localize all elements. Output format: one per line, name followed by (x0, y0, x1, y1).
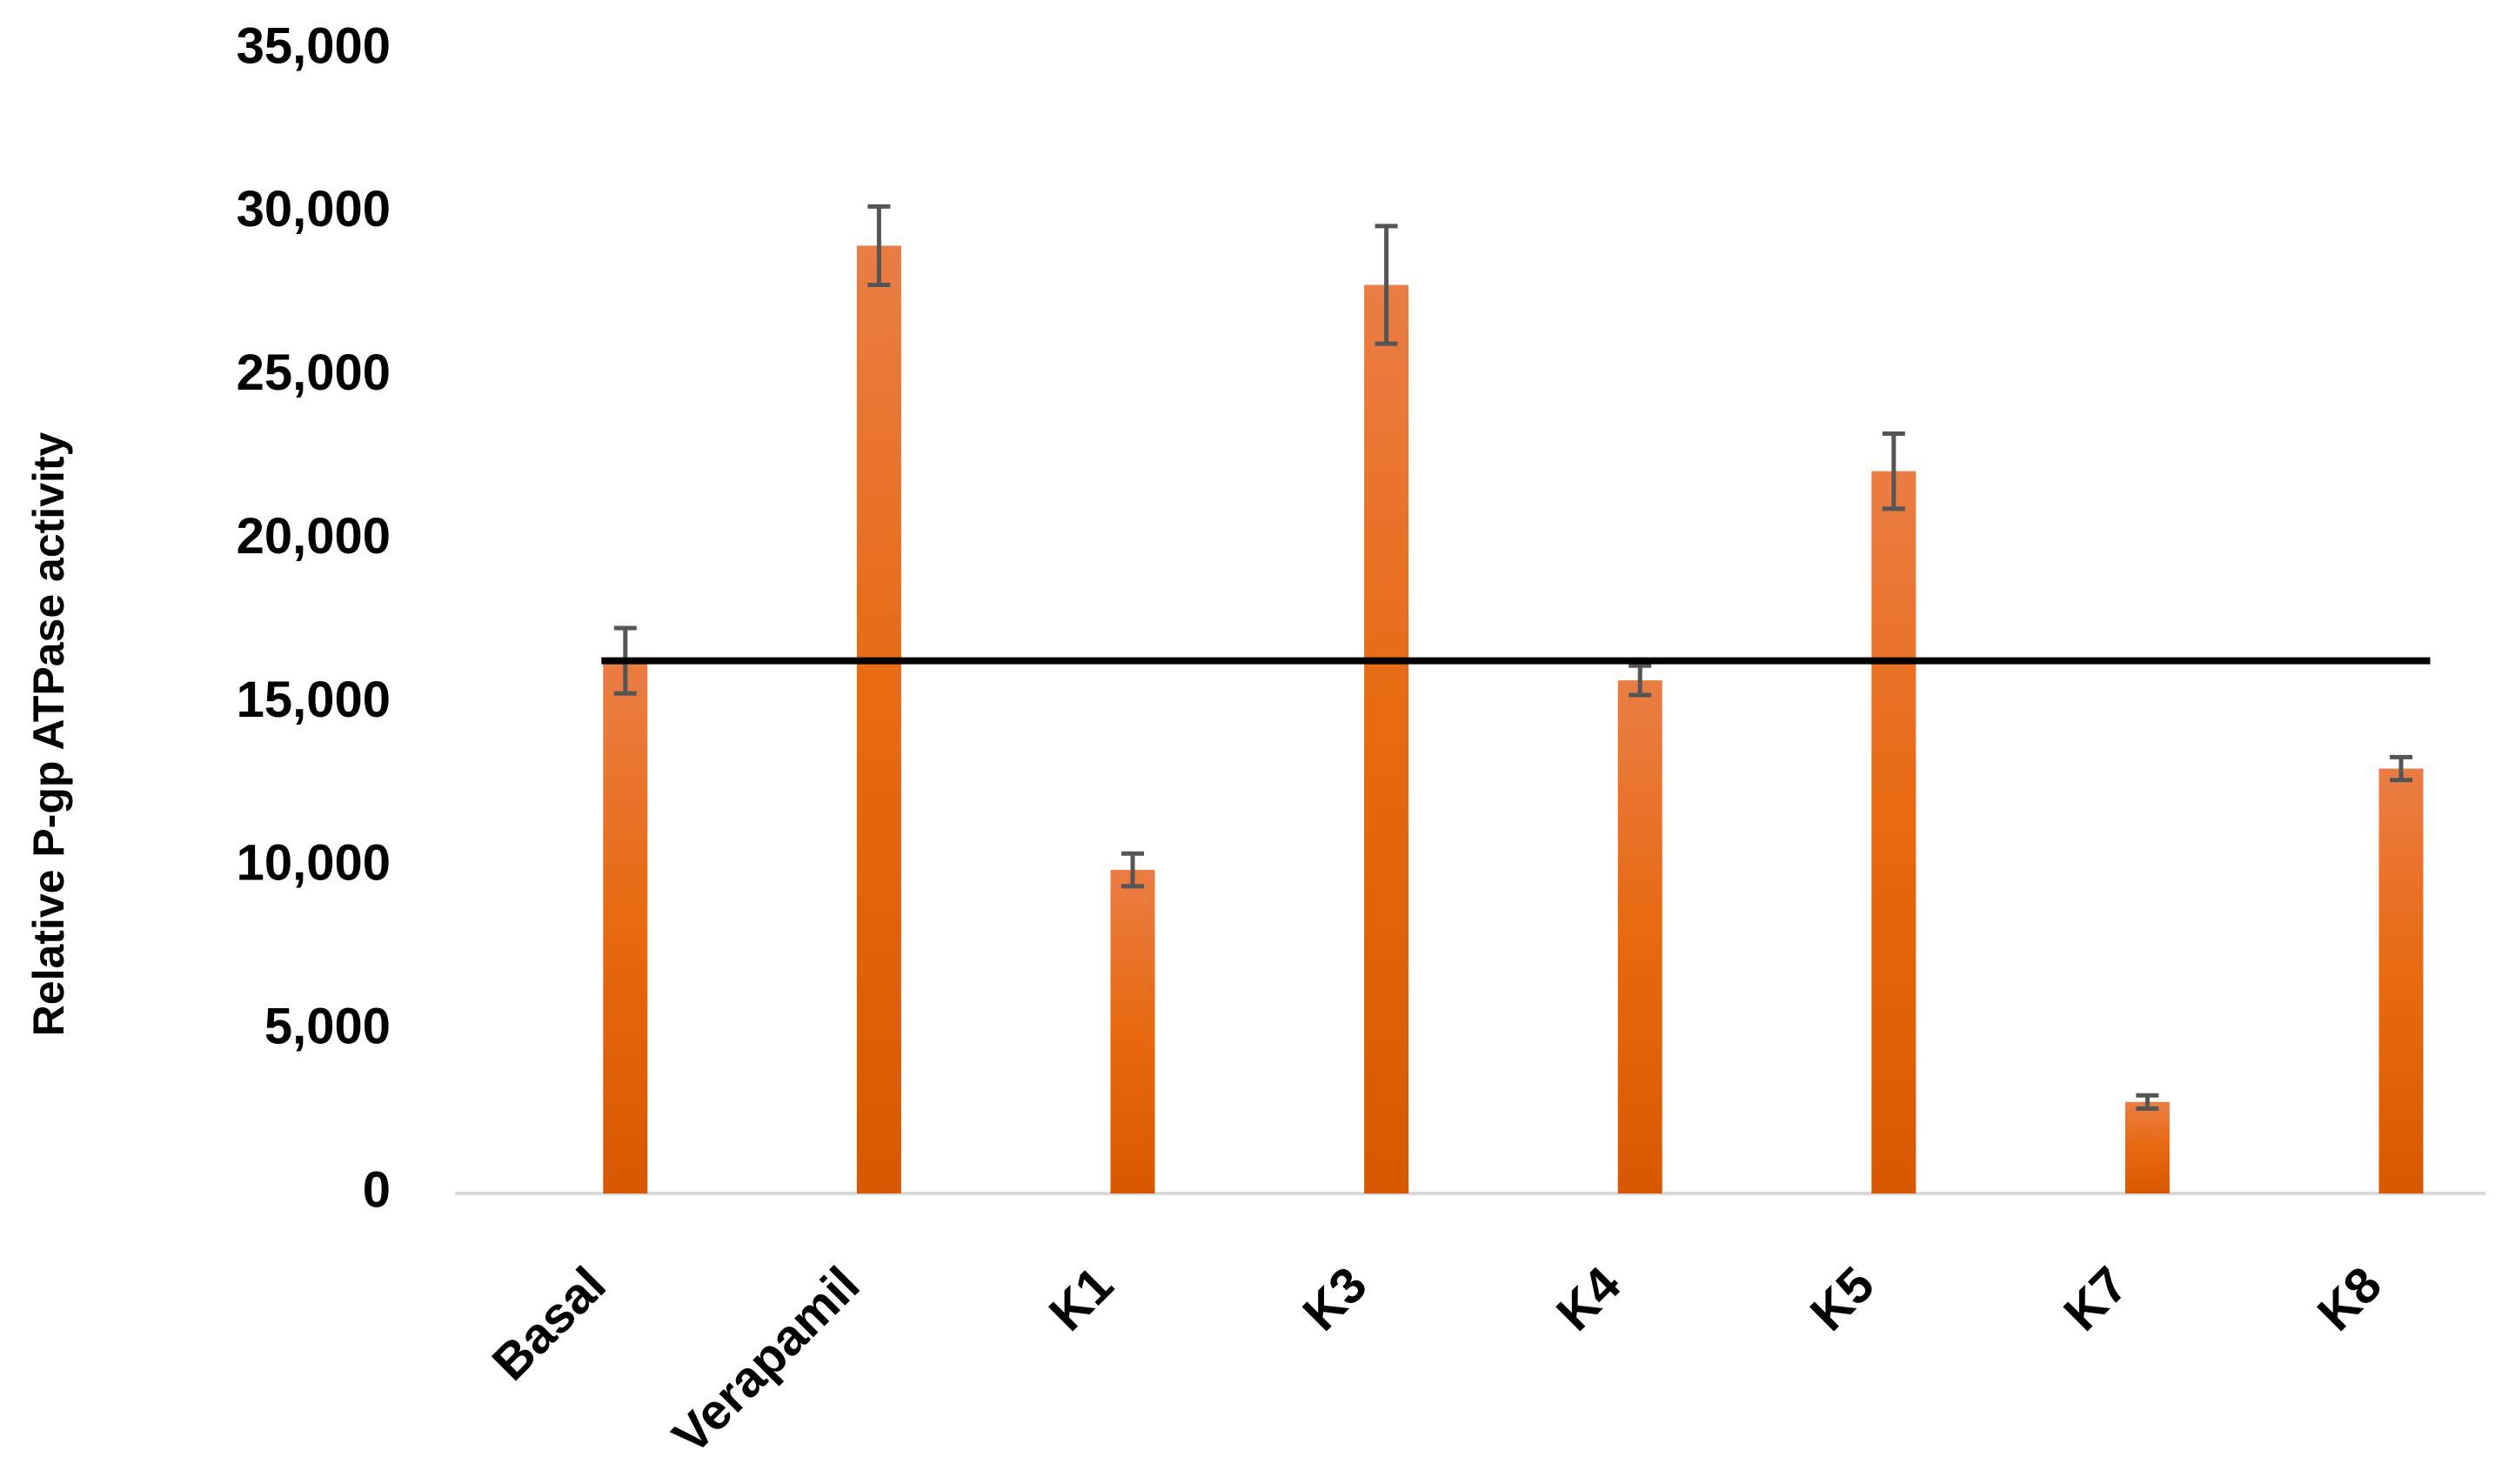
error-bar (1882, 431, 1905, 511)
bar (1110, 870, 1155, 1193)
y-tick-label: 25,000 (237, 344, 391, 401)
error-bar (1121, 851, 1144, 889)
bar (1617, 680, 1662, 1193)
x-tick-label: K3 (1292, 1256, 1377, 1341)
x-tick-label: K7 (2053, 1256, 2138, 1341)
error-bar (867, 204, 891, 288)
x-tick-label: K5 (1799, 1256, 1884, 1341)
y-tick-label: 10,000 (237, 835, 391, 892)
bar (2378, 768, 2424, 1193)
x-tick-label: Verapamil (662, 1256, 871, 1465)
y-tick-label: 35,000 (237, 17, 391, 74)
y-tick-label: 30,000 (237, 181, 391, 237)
x-tick-label: K1 (1039, 1256, 1124, 1341)
y-tick-label: 20,000 (237, 508, 391, 565)
bar (1871, 471, 1917, 1193)
error-bar (2390, 754, 2412, 783)
y-tick-label: 5,000 (264, 998, 391, 1054)
y-tick-label: 15,000 (237, 672, 391, 728)
error-bar (2136, 1093, 2159, 1111)
bar (2124, 1101, 2170, 1193)
x-tick-label: K4 (1546, 1256, 1631, 1341)
error-bar (1375, 224, 1398, 346)
x-tick-label: Basal (481, 1256, 616, 1391)
bar (603, 660, 648, 1193)
y-axis-label: Relative P-gp ATPase activity (24, 431, 73, 1036)
y-tick-label: 0 (363, 1161, 391, 1218)
bar (856, 245, 901, 1193)
error-bar (1629, 663, 1652, 698)
x-tick-label: K8 (2307, 1256, 2392, 1341)
bar (1364, 284, 1409, 1193)
